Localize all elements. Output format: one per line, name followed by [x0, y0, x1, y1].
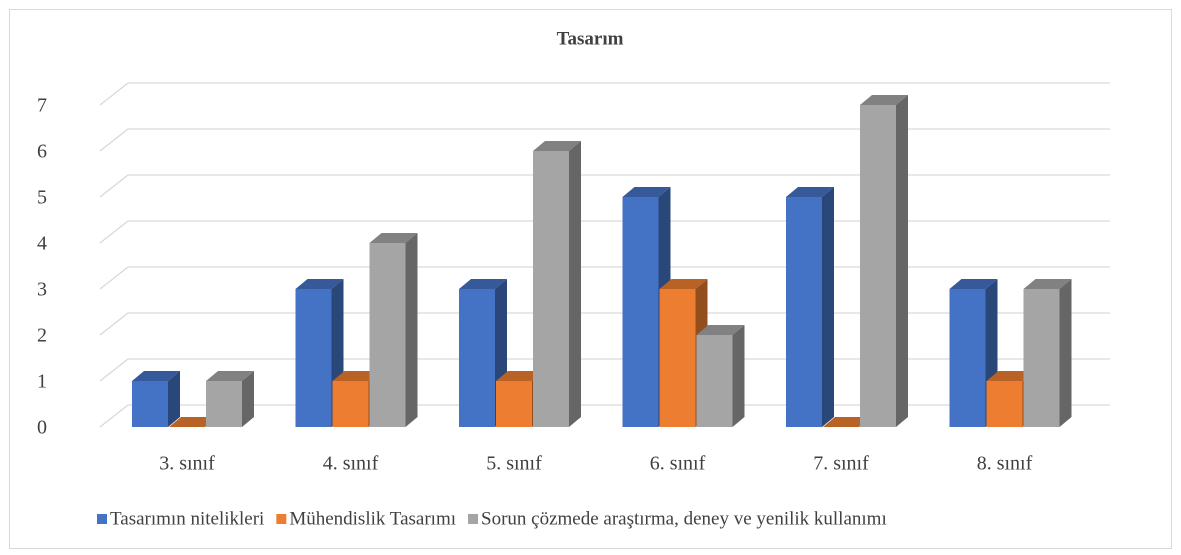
bar-front — [986, 381, 1023, 427]
bar-front — [786, 197, 822, 427]
y-tick-label: 3 — [37, 279, 47, 301]
x-tick-label: 6. sınıf — [650, 453, 706, 475]
x-tick-label: 5. sınıf — [486, 453, 542, 475]
bar — [533, 141, 581, 427]
grid-line — [99, 312, 1110, 336]
grid-line — [99, 174, 1110, 198]
bar-front — [206, 381, 242, 427]
legend-label: Mühendislik Tasarımı — [289, 508, 456, 529]
grid-line — [99, 358, 1110, 382]
x-tick-label: 7. sınıf — [813, 453, 869, 475]
bar-top — [949, 279, 998, 289]
bar-front — [860, 105, 896, 427]
bar-side — [242, 371, 254, 427]
bar-top — [860, 95, 908, 105]
bar-top — [622, 187, 671, 197]
bar-top — [459, 279, 507, 289]
bar-top — [132, 371, 180, 381]
bar-front — [696, 335, 733, 427]
bar-top — [659, 279, 708, 289]
y-tick-label: 4 — [37, 233, 47, 255]
bar-front — [295, 289, 332, 427]
bar-front — [369, 243, 406, 427]
bar-front — [622, 197, 659, 427]
bar-side — [822, 187, 834, 427]
bar-front — [533, 151, 569, 427]
bar-top — [986, 371, 1035, 381]
bar-top — [823, 417, 871, 427]
legend-label: Sorun çözmede araştırma, deney ve yenili… — [481, 508, 887, 529]
bar-side — [405, 233, 418, 427]
y-tick-label: 1 — [37, 371, 47, 393]
x-tick-label: 3. sınıf — [159, 453, 215, 475]
bar — [369, 233, 418, 427]
bar — [696, 325, 745, 427]
grid-line — [99, 220, 1110, 244]
grid-line — [99, 404, 1110, 428]
grid-line — [99, 128, 1110, 152]
y-tick-label: 5 — [37, 187, 47, 209]
bar-top — [786, 187, 834, 197]
bar — [169, 417, 217, 427]
legend-swatch — [468, 514, 478, 524]
bar-side — [569, 141, 581, 427]
bar-top — [295, 279, 344, 289]
bar-top — [533, 141, 581, 151]
bar — [823, 417, 871, 427]
bar-top — [496, 371, 544, 381]
x-tick-label: 8. sınıf — [977, 453, 1033, 475]
bar-side — [168, 371, 180, 427]
bar — [132, 371, 180, 427]
y-tick-label: 2 — [37, 325, 47, 347]
bar-top — [206, 371, 254, 381]
bar-top — [369, 233, 418, 243]
bar-front — [132, 381, 168, 427]
legend-swatch — [276, 514, 287, 524]
bar — [860, 95, 908, 427]
bar-top — [1023, 279, 1072, 289]
grid-line — [99, 266, 1110, 290]
bar-front — [659, 289, 696, 427]
bar-top — [696, 325, 745, 335]
bar — [1023, 279, 1072, 427]
bar-top — [332, 371, 381, 381]
legend-swatch — [97, 514, 107, 524]
bar-side — [732, 325, 745, 427]
bar-side — [896, 95, 908, 427]
bar-front — [949, 289, 986, 427]
chart-title: Tasarım — [557, 28, 624, 49]
bar-front — [332, 381, 369, 427]
y-tick-label: 6 — [37, 141, 47, 163]
grid-line — [99, 82, 1110, 106]
bar-top — [169, 417, 217, 427]
bar-front — [1023, 289, 1060, 427]
y-tick-label: 7 — [37, 95, 47, 117]
y-tick-label: 0 — [37, 417, 47, 439]
bar-front — [496, 381, 532, 427]
bar-front — [459, 289, 495, 427]
bar — [786, 187, 834, 427]
bar-side — [1059, 279, 1072, 427]
bar — [206, 371, 254, 427]
x-tick-label: 4. sınıf — [323, 453, 379, 475]
legend-label: Tasarımın nitelikleri — [110, 508, 264, 529]
